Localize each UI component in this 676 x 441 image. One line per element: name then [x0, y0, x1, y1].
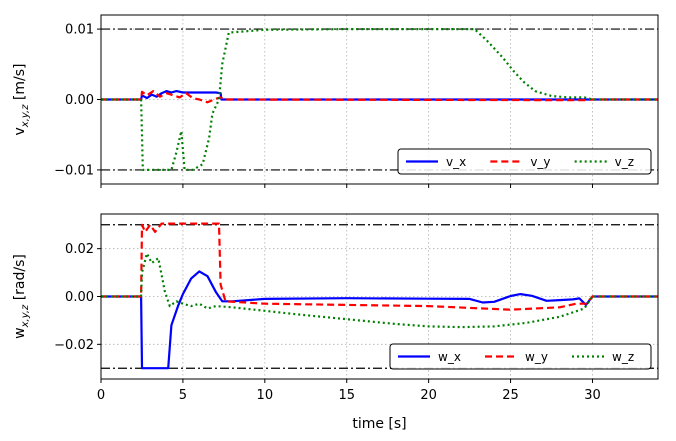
legend-label: v_z: [615, 155, 634, 169]
series-line-w-x: [101, 270, 658, 370]
x-tick-label: 20: [420, 388, 437, 403]
x-tick-label: 30: [584, 388, 601, 403]
x-tick-label: 25: [502, 388, 519, 403]
y-tick-label: −0.02: [54, 338, 94, 353]
y-tick-label: 0.02: [65, 242, 94, 257]
legend-label: w_y: [525, 350, 548, 364]
y-tick-label: −0.01: [54, 163, 94, 178]
x-axis-label: time [s]: [352, 416, 406, 432]
series-line-v-z: [101, 28, 658, 171]
angular-velocity-panel: 0 5 10 15 20 25 30 −0.02 0.00 0.02 wx,y,z [rad/s] w…: [12, 213, 659, 403]
y-tick-label: 0.00: [65, 290, 94, 305]
legend-label: w_z: [612, 350, 634, 364]
series-line-v-y: [101, 89, 658, 104]
legend-label: w_x: [438, 350, 461, 364]
legend-label: v_y: [530, 155, 550, 169]
y-tick-label: 0.01: [65, 23, 94, 38]
legend-box: [389, 343, 652, 370]
y-axis-label: vx,y,z [m/s]: [12, 64, 31, 136]
x-tick-label: 10: [257, 388, 274, 403]
x-tick-label: 5: [179, 388, 187, 403]
legend-label: v_x: [446, 155, 466, 169]
y-tick-label: 0.00: [65, 93, 94, 108]
velocity-panel: −0.01 0.00 0.01 vx,y,z [m/s] v_x v_y v_z: [12, 14, 659, 188]
legend-box: [397, 148, 652, 175]
x-tick-label: 15: [338, 388, 355, 403]
y-axis-label: wx,y,z [rad/s]: [12, 254, 31, 339]
x-tick-label: 0: [97, 388, 105, 403]
